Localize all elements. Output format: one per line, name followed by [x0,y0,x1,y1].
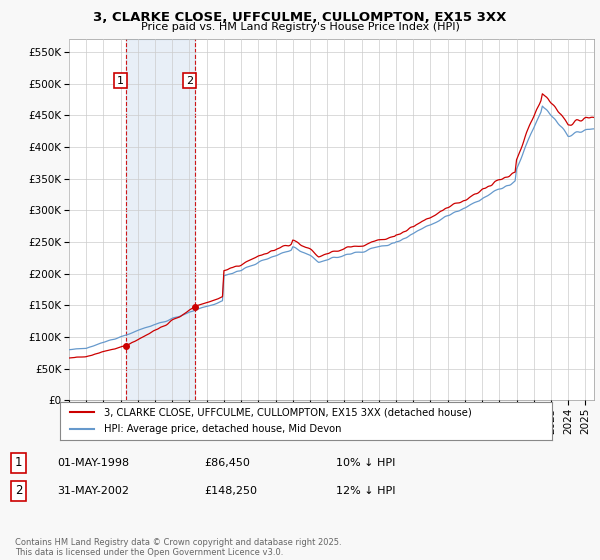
Text: 2: 2 [186,76,193,86]
Text: 3, CLARKE CLOSE, UFFCULME, CULLOMPTON, EX15 3XX: 3, CLARKE CLOSE, UFFCULME, CULLOMPTON, E… [94,11,506,24]
Text: 1: 1 [117,76,124,86]
Text: 10% ↓ HPI: 10% ↓ HPI [336,458,395,468]
Text: 2: 2 [15,484,23,497]
Text: Contains HM Land Registry data © Crown copyright and database right 2025.
This d: Contains HM Land Registry data © Crown c… [15,538,341,557]
Text: 1: 1 [15,456,23,469]
Text: 12% ↓ HPI: 12% ↓ HPI [336,486,395,496]
Text: HPI: Average price, detached house, Mid Devon: HPI: Average price, detached house, Mid … [104,424,342,434]
Bar [127,39,195,400]
Text: 01-MAY-1998: 01-MAY-1998 [57,458,129,468]
Text: 3, CLARKE CLOSE, UFFCULME, CULLOMPTON, EX15 3XX (detached house): 3, CLARKE CLOSE, UFFCULME, CULLOMPTON, E… [104,407,472,417]
Text: £86,450: £86,450 [204,458,250,468]
Text: 31-MAY-2002: 31-MAY-2002 [57,486,129,496]
Text: Price paid vs. HM Land Registry's House Price Index (HPI): Price paid vs. HM Land Registry's House … [140,22,460,32]
Text: £148,250: £148,250 [204,486,257,496]
